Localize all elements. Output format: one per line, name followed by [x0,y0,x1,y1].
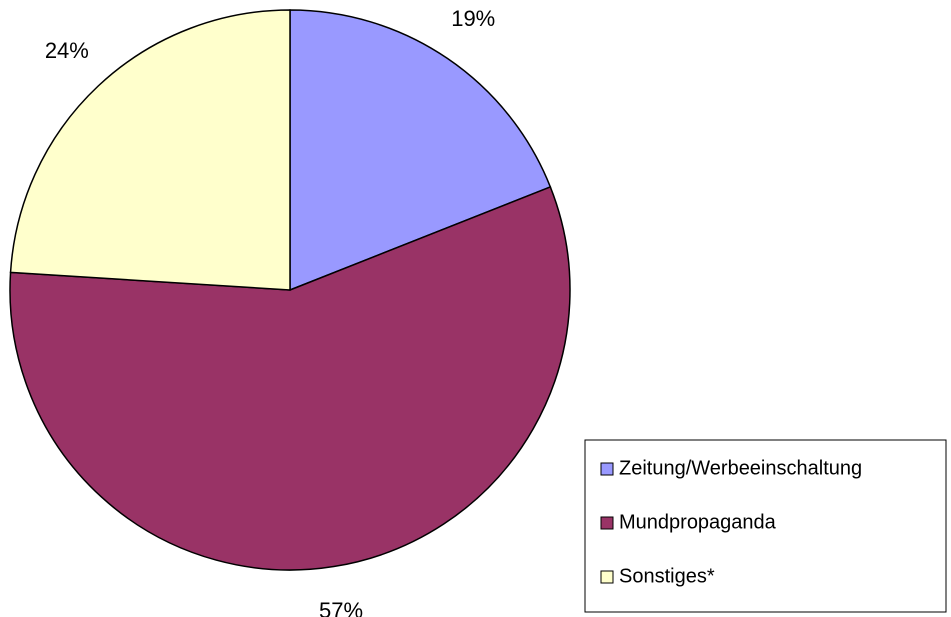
data-label: 57% [319,598,363,617]
legend-swatch [600,570,614,584]
legend-label: Mundpropaganda [619,511,777,533]
legend-box [584,439,947,613]
legend-label: Sonstiges* [619,565,715,587]
pie-slice [9,9,291,291]
data-label: 19% [451,6,495,31]
legend-label: Zeitung/Werbeeinschaltung [619,457,862,479]
legend-swatch [600,462,614,476]
legend-swatch [600,516,614,530]
data-label: 24% [45,38,89,63]
pie-slice [9,185,571,571]
pie-slice [289,9,552,292]
